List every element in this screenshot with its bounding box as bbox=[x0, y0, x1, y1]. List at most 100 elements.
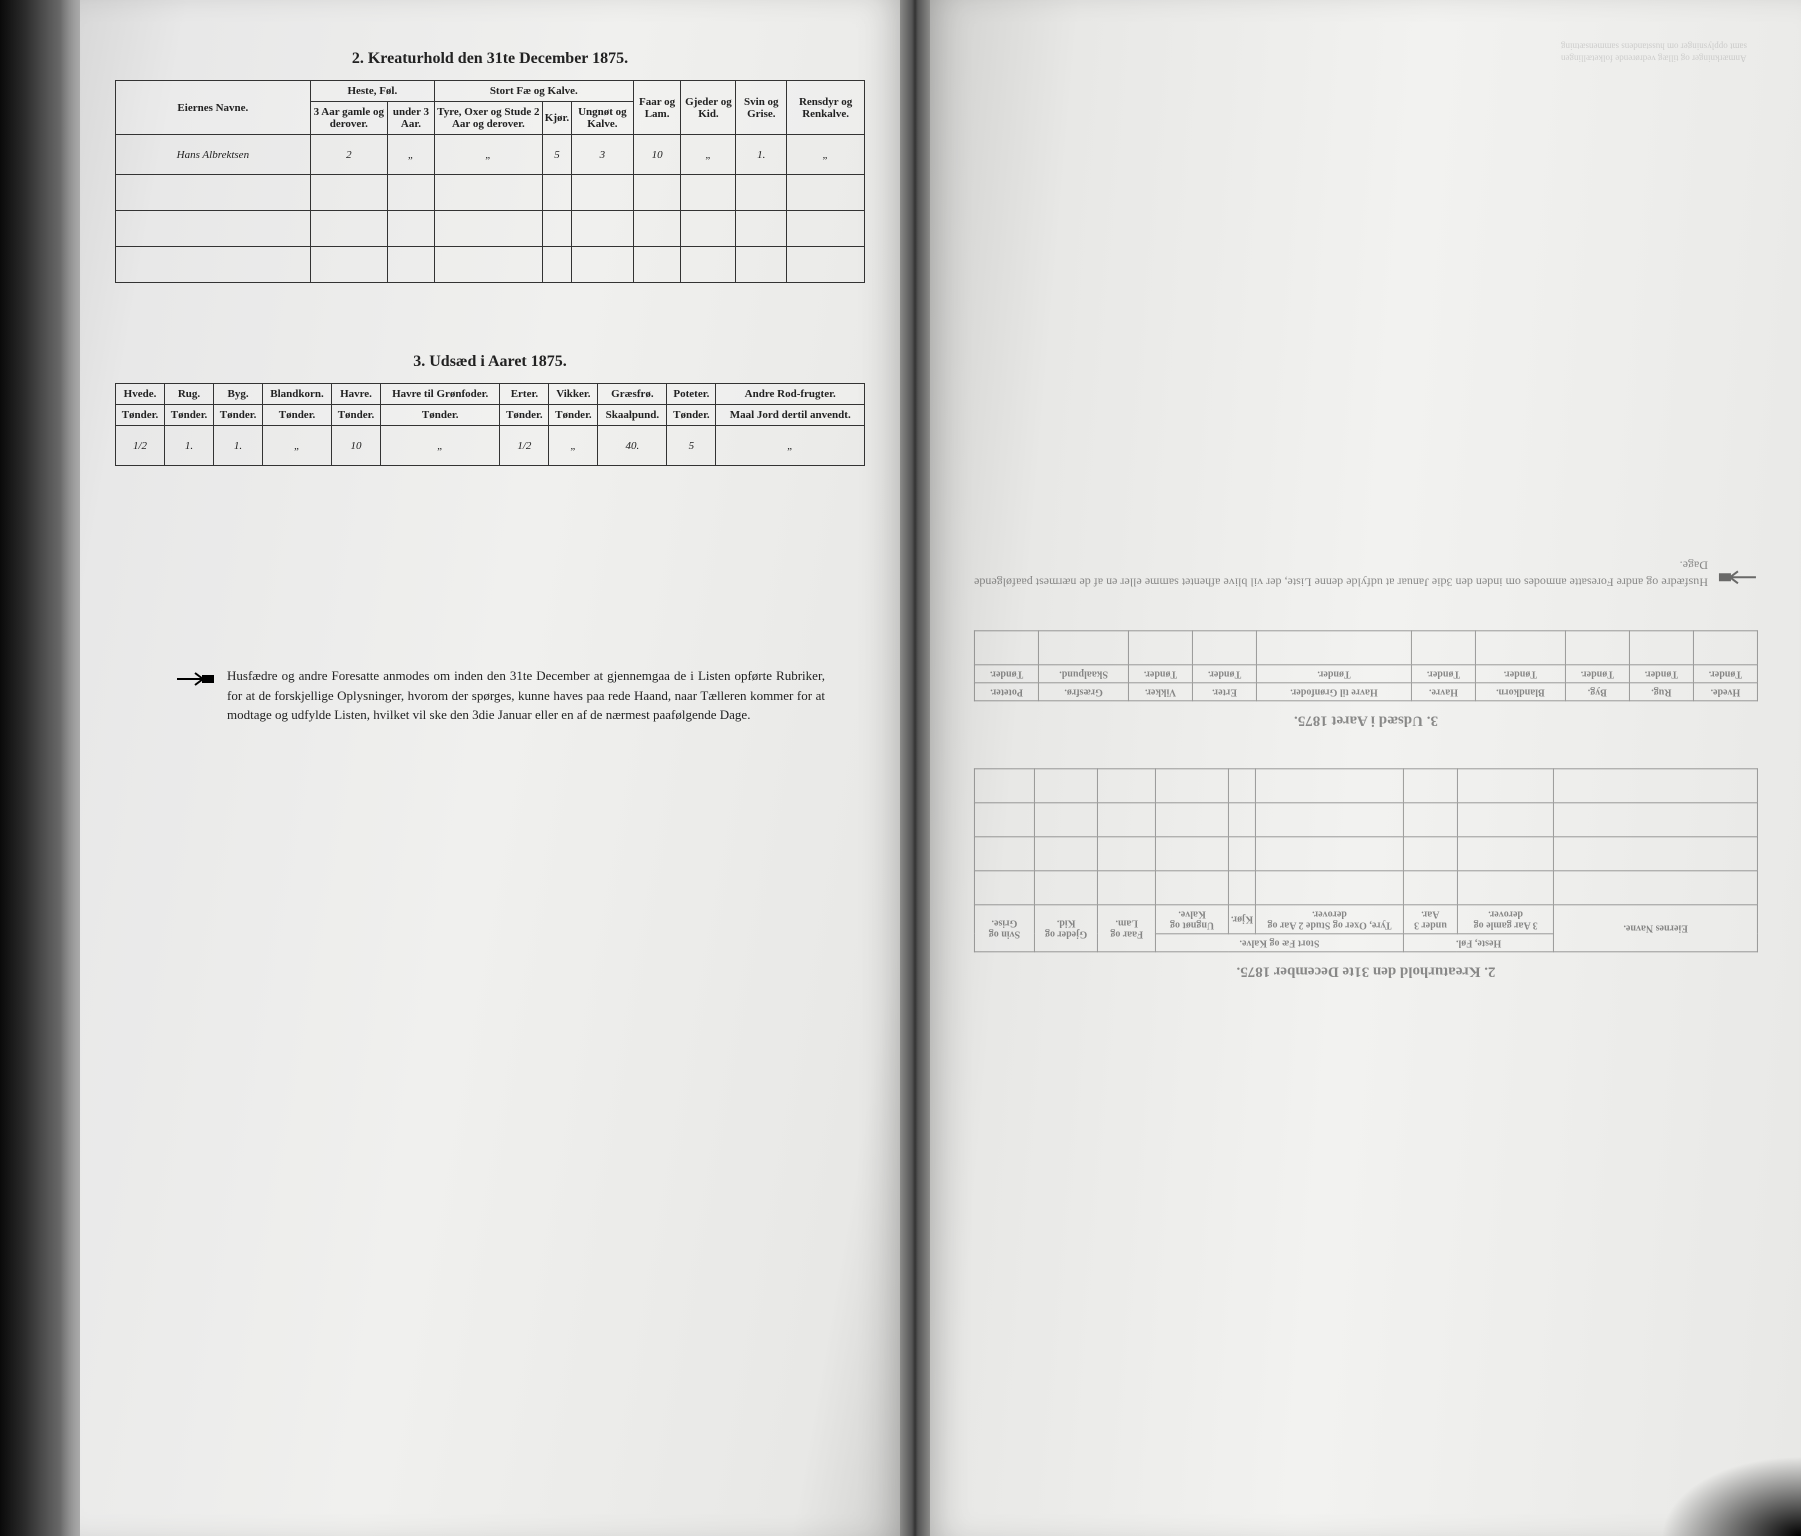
cell: „ bbox=[434, 135, 542, 175]
book-edge bbox=[0, 0, 80, 1536]
rp-table2-title: 3. Udsæd i Aaret 1875. bbox=[974, 711, 1758, 728]
cell: „ bbox=[381, 426, 500, 466]
cell: „ bbox=[549, 426, 598, 466]
col-reindeer: Rensdyr og Renkalve. bbox=[787, 81, 865, 135]
unit: Tønder. bbox=[667, 405, 716, 426]
table-row bbox=[116, 247, 865, 283]
col: Græsfrø. bbox=[598, 384, 667, 405]
col: Havre. bbox=[332, 384, 381, 405]
unit: Tønder. bbox=[381, 405, 500, 426]
grp-cattle: Stort Fæ og Kalve. bbox=[434, 81, 633, 102]
cell: „ bbox=[263, 426, 332, 466]
unit: Tønder. bbox=[1565, 665, 1629, 683]
col: Rug. bbox=[165, 384, 214, 405]
table-row bbox=[974, 871, 1757, 905]
col: Blandkorn. bbox=[263, 384, 332, 405]
table-row: Hans Albrektsen 2 „ „ 5 3 10 „ 1. „ bbox=[116, 135, 865, 175]
cell: „ bbox=[716, 426, 865, 466]
rp-seed-section: 3. Udsæd i Aaret 1875. Hvede. Rug. Byg. … bbox=[974, 630, 1758, 728]
sub-h2: under 3 Aar. bbox=[1403, 905, 1457, 934]
cell: „ bbox=[787, 135, 865, 175]
cell: 1. bbox=[214, 426, 263, 466]
footnote-text: Husfædre og andre Foresatte anmodes om i… bbox=[227, 666, 825, 725]
right-page-rotated-content: 2. Kreaturhold den 31te December 1875. E… bbox=[974, 557, 1758, 980]
unit: Tønder. bbox=[1475, 665, 1565, 683]
col: Rug. bbox=[1629, 683, 1693, 701]
grp-horses: Heste, Føl. bbox=[1403, 934, 1554, 952]
col: Havre til Grønfoder. bbox=[1256, 683, 1411, 701]
faint-margin-text: Anmærkninger og tillæg vedrørende folket… bbox=[1561, 40, 1761, 63]
seed-table: Hvede. Rug. Byg. Blandkorn. Havre. Havre… bbox=[115, 383, 865, 466]
livestock-table: Eiernes Navne. Heste, Føl. Stort Fæ og K… bbox=[115, 80, 865, 283]
col-sheep: Faar og Lam. bbox=[633, 81, 681, 135]
book-spread: 2. Kreaturhold den 31te December 1875. E… bbox=[0, 0, 1801, 1536]
table-row bbox=[974, 631, 1757, 665]
cell: 10 bbox=[332, 426, 381, 466]
cell: 3 bbox=[572, 135, 634, 175]
rp-livestock-table: Eiernes Navne. Heste, Føl. Stort Fæ og K… bbox=[974, 768, 1758, 952]
table-row bbox=[974, 769, 1757, 803]
unit: Tønder. bbox=[1629, 665, 1693, 683]
col: Erter. bbox=[1192, 683, 1256, 701]
col-sheep: Faar og Lam. bbox=[1097, 905, 1155, 952]
unit: Tønder. bbox=[1128, 665, 1192, 683]
table-row bbox=[974, 803, 1757, 837]
cell: 1. bbox=[736, 135, 787, 175]
col: Byg. bbox=[1565, 683, 1629, 701]
sub-h1: 3 Aar gamle og derover. bbox=[1457, 905, 1553, 934]
sub-c1: Tyre, Oxer og Stude 2 Aar og derover. bbox=[1255, 905, 1403, 934]
rp-table1-title: 2. Kreaturhold den 31te December 1875. bbox=[974, 962, 1758, 979]
col-owner: Eiernes Navne. bbox=[1553, 905, 1757, 952]
cell: 5 bbox=[667, 426, 716, 466]
table-row: 1/2 1. 1. „ 10 „ 1/2 „ 40. 5 „ bbox=[116, 426, 865, 466]
pointing-hand-icon bbox=[175, 670, 215, 688]
left-page: 2. Kreaturhold den 31te December 1875. E… bbox=[80, 0, 900, 1536]
col: Havre til Grønfoder. bbox=[381, 384, 500, 405]
col-goats: Gjeder og Kid. bbox=[1034, 905, 1098, 952]
unit: Tønder. bbox=[116, 405, 165, 426]
col: Græsfrø. bbox=[1038, 683, 1128, 701]
grp-cattle: Stort Fæ og Kalve. bbox=[1155, 934, 1403, 952]
sub-c2: Kjør. bbox=[1228, 905, 1255, 934]
sub-c3: Ungnøt og Kalve. bbox=[1155, 905, 1228, 934]
col: Blandkorn. bbox=[1475, 683, 1565, 701]
rp-footnote-block: Husfædre og andre Foresatte anmodes om i… bbox=[974, 557, 1758, 591]
dark-corner bbox=[1661, 1456, 1801, 1536]
col: Poteter. bbox=[667, 384, 716, 405]
table1-title: 2. Kreaturhold den 31te December 1875. bbox=[115, 50, 865, 68]
col: Vikker. bbox=[549, 384, 598, 405]
col: Byg. bbox=[214, 384, 263, 405]
unit: Skaalpund. bbox=[1038, 665, 1128, 683]
unit: Skaalpund. bbox=[598, 405, 667, 426]
col: Hvede. bbox=[116, 384, 165, 405]
table2-title: 3. Udsæd i Aaret 1875. bbox=[115, 353, 865, 371]
unit: Tønder. bbox=[214, 405, 263, 426]
cell-owner: Hans Albrektsen bbox=[116, 135, 311, 175]
rp-livestock-section: 2. Kreaturhold den 31te December 1875. E… bbox=[974, 768, 1758, 979]
col-goats: Gjeder og Kid. bbox=[681, 81, 736, 135]
unit: Tønder. bbox=[165, 405, 214, 426]
footnote-block: Husfædre og andre Foresatte anmodes om i… bbox=[115, 666, 865, 725]
cell: 1/2 bbox=[500, 426, 549, 466]
col: Hvede. bbox=[1693, 683, 1757, 701]
cell: 1/2 bbox=[116, 426, 165, 466]
unit: Tønder. bbox=[1693, 665, 1757, 683]
col-owner: Eiernes Navne. bbox=[116, 81, 311, 135]
unit: Tønder. bbox=[1192, 665, 1256, 683]
cell: 40. bbox=[598, 426, 667, 466]
livestock-section: 2. Kreaturhold den 31te December 1875. E… bbox=[115, 50, 865, 283]
table-row bbox=[974, 837, 1757, 871]
cell: 10 bbox=[633, 135, 681, 175]
unit: Tønder. bbox=[332, 405, 381, 426]
sub-c3: Ungnøt og Kalve. bbox=[572, 102, 634, 135]
unit: Tønder. bbox=[500, 405, 549, 426]
cell: 1. bbox=[165, 426, 214, 466]
grp-horses: Heste, Føl. bbox=[310, 81, 434, 102]
cell: „ bbox=[681, 135, 736, 175]
table2-header-row: Hvede. Rug. Byg. Blandkorn. Havre. Havre… bbox=[116, 384, 865, 405]
col-pigs: Svin og Grise. bbox=[974, 905, 1034, 952]
sub-h2: under 3 Aar. bbox=[387, 102, 434, 135]
right-page: Anmærkninger og tillæg vedrørende folket… bbox=[930, 0, 1801, 1536]
col: Erter. bbox=[500, 384, 549, 405]
sub-h1: 3 Aar gamle og derover. bbox=[310, 102, 387, 135]
